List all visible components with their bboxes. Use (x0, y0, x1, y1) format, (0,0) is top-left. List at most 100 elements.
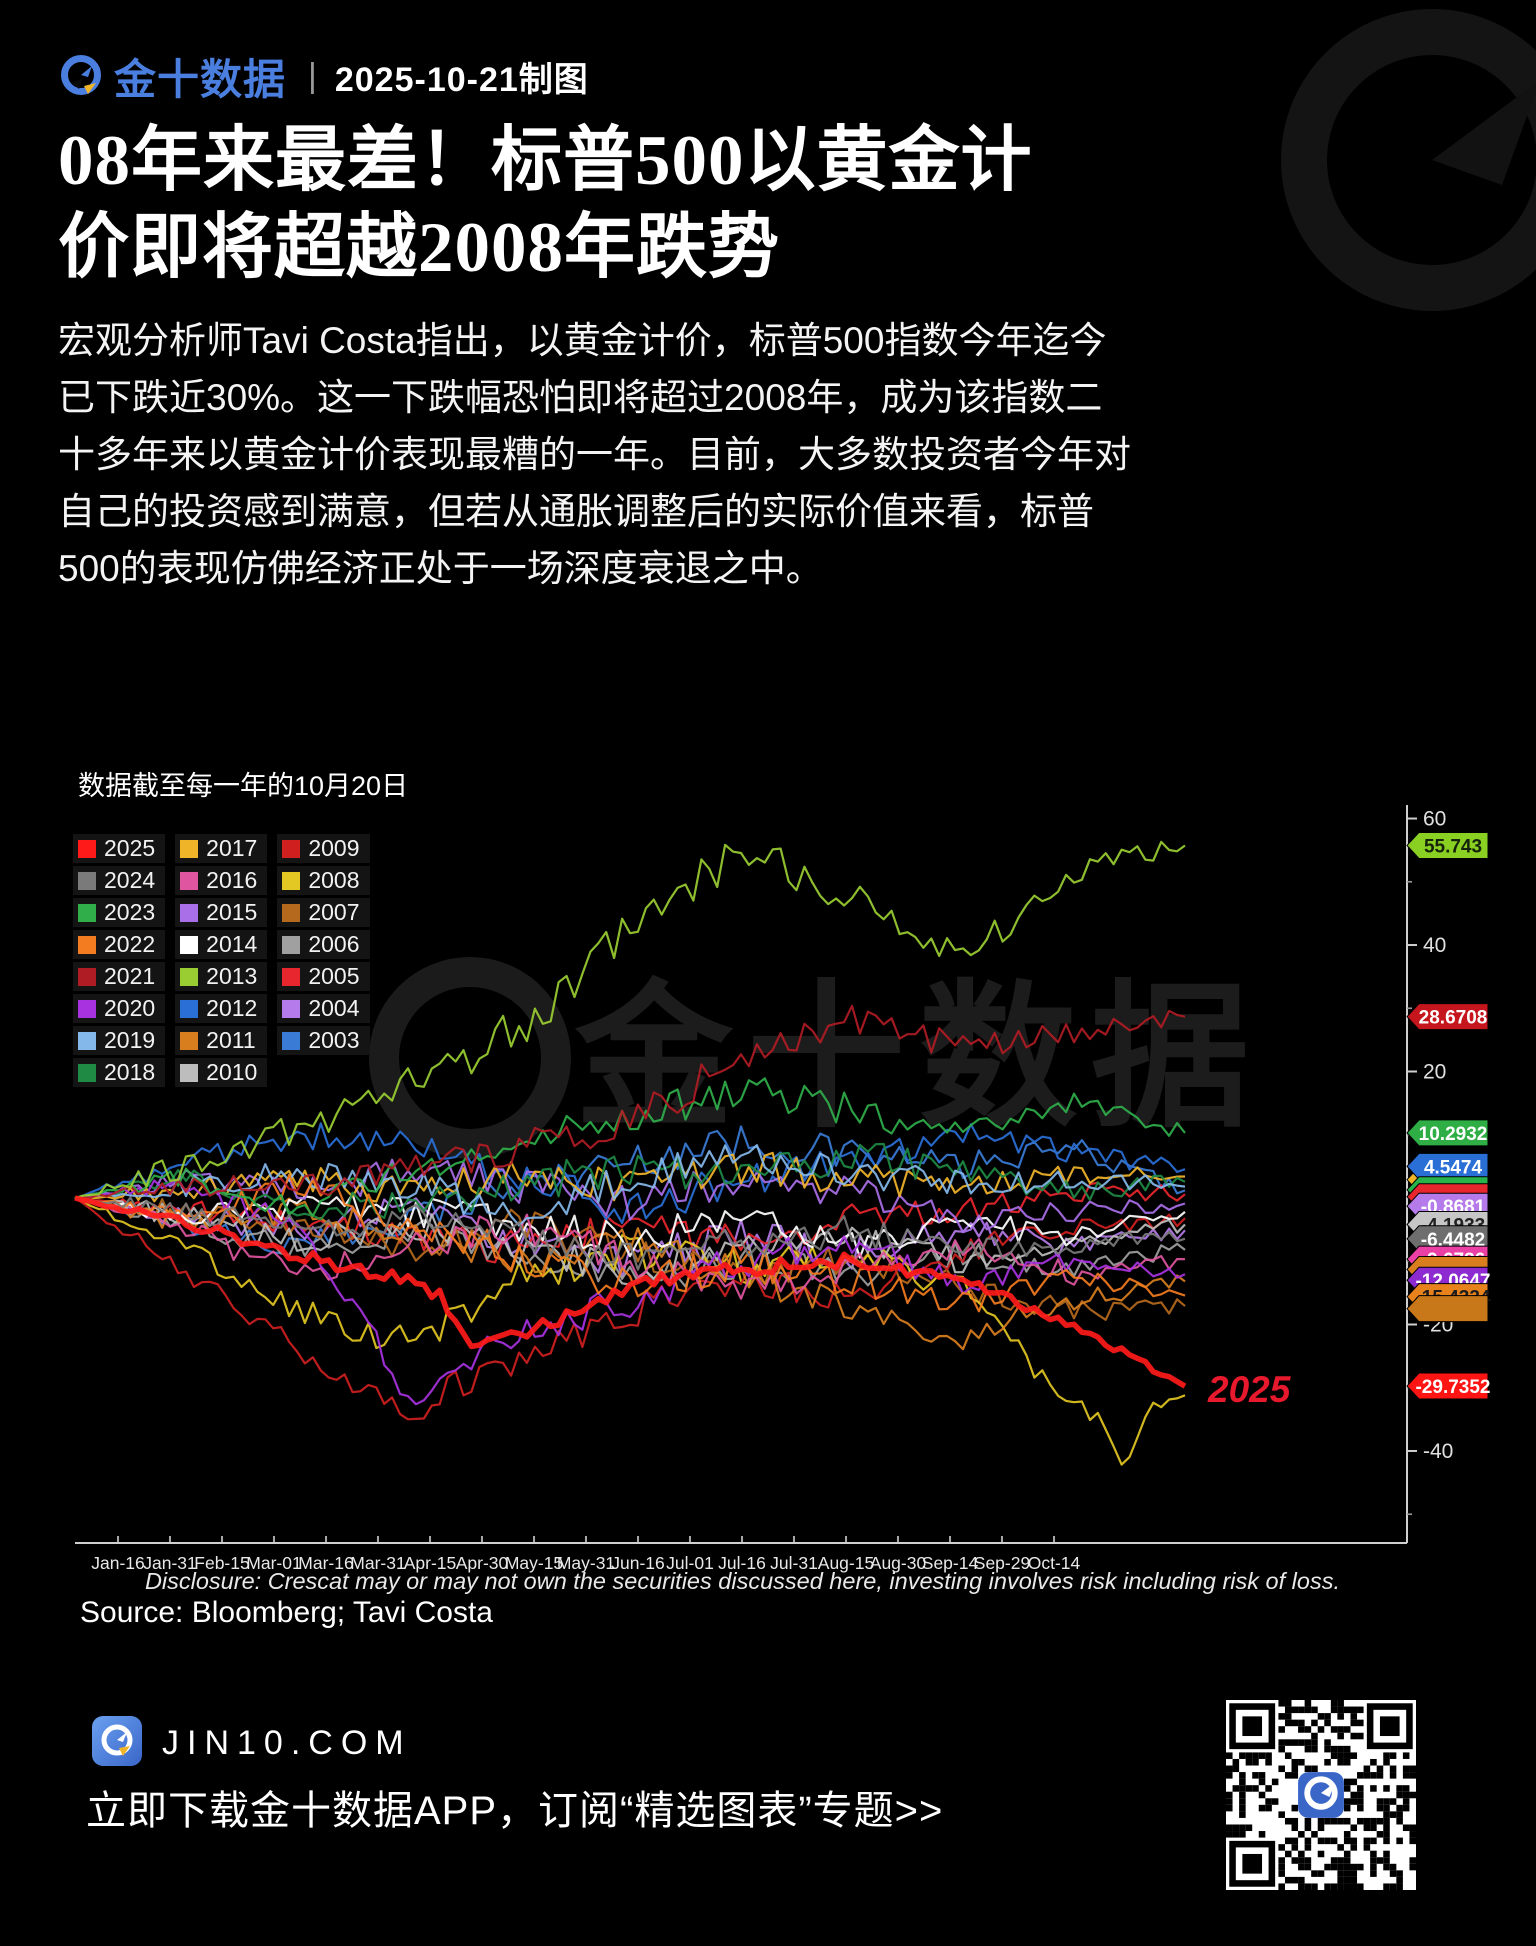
corner-watermark (1281, 9, 1536, 311)
legend-swatch (78, 903, 96, 922)
legend-swatch (282, 839, 301, 858)
end-badge-28.6708 (1406, 1003, 1489, 1031)
footer-cta[interactable]: 立即下载金十数据APP，订阅“精选图表”专题>> (86, 1789, 944, 1833)
end-badge-55.743 (1406, 831, 1489, 859)
legend-item-2011: 2011 (175, 1026, 268, 1055)
y-tick-label: 60 (1423, 808, 1446, 831)
x-tick-label: Jan-16 (91, 1553, 145, 1573)
series-line-2006 (74, 1196, 1186, 1288)
legend-item-2017: 2017 (175, 834, 268, 863)
legend-item-2015: 2015 (175, 898, 268, 927)
y-tick-label: -40 (1423, 1440, 1453, 1463)
x-tick-label: May-15 (505, 1553, 563, 1573)
legend-swatch (282, 935, 301, 954)
legend-swatch (78, 1031, 96, 1050)
legend-label: 2019 (104, 1027, 156, 1053)
legend-item-2007: 2007 (277, 898, 370, 927)
chart-legend: 2025 2024 2023 2022 2021 2020 2019 2018 2017 2016… (73, 834, 370, 1087)
legend-swatch (78, 839, 96, 858)
series-line-2009 (74, 1197, 1186, 1421)
end-badge-label: 55.743 (1424, 836, 1482, 857)
disclosure-text: Disclosure: Crescat may or may not own t… (144, 1568, 1340, 1594)
qr-code[interactable] (1226, 1700, 1416, 1890)
legend-label: 2011 (206, 1027, 256, 1053)
legend-swatch (180, 1063, 199, 1082)
series-line-2025 (74, 1195, 1187, 1389)
legend-item-2025: 2025 (73, 834, 166, 863)
end-badge--29.7352 (1406, 1372, 1489, 1400)
legend-label: 2008 (308, 867, 360, 893)
legend-label: 2009 (308, 835, 360, 861)
x-tick-label: Jul-31 (770, 1553, 818, 1573)
end-badge (1406, 1295, 1489, 1323)
footer-app-icon (92, 1716, 142, 1766)
legend-swatch (282, 903, 301, 922)
legend-item-2019: 2019 (73, 1026, 166, 1055)
article-paragraph: 宏观分析师Tavi Costa指出，以黄金计价，标普500指数今年迄今 已下跌近… (58, 312, 1498, 597)
legend-label: 2015 (206, 899, 258, 925)
end-badge-label: 28.6708 (1419, 1008, 1488, 1029)
center-watermark-icon (369, 957, 571, 1159)
x-tick-label: Mar-31 (350, 1553, 405, 1573)
legend-swatch (282, 871, 301, 890)
legend-label: 2025 (104, 835, 156, 861)
legend-label: 2004 (308, 995, 360, 1021)
end-badge-label: -29.7352 (1415, 1377, 1490, 1398)
legend-item-2009: 2009 (277, 834, 370, 863)
legend-swatch (180, 903, 199, 922)
series-line-2021 (74, 1004, 1186, 1200)
series-line-2015 (74, 1158, 1186, 1234)
line-chart: 金十数据604020-20-40Jan-16Jan-31Feb-15Mar-01… (74, 805, 1491, 1573)
legend-label: 2020 (104, 995, 156, 1021)
legend-item-2024: 2024 (73, 866, 166, 895)
legend-swatch (78, 871, 96, 890)
legend-swatch (78, 1063, 96, 1082)
header-date: 2025-10-21制图 (334, 60, 589, 99)
y-tick-label: 20 (1423, 1061, 1446, 1084)
x-tick-label: Jun-16 (611, 1553, 665, 1573)
legend-swatch (180, 1031, 199, 1050)
x-tick-label: Aug-15 (818, 1553, 874, 1573)
series-line-2018 (74, 1142, 1186, 1221)
legend-label: 2023 (104, 899, 156, 925)
paragraph-line: 十多年来以黄金计价表现最糟的一年。目前，大多数投资者今年对 (58, 434, 1131, 475)
paragraph-line: 已下跌近30%。这一下跌幅恐怕即将超过2008年，成为该指数二 (58, 377, 1103, 418)
page-title-line1: 08年来最差！标普500以黄金计 (58, 122, 1033, 200)
series-line-2016 (74, 1196, 1186, 1300)
brand-wordmark: 金十数据 (114, 55, 287, 103)
series-line-2022 (74, 1173, 1186, 1313)
legend-item-2021: 2021 (73, 962, 166, 991)
paragraph-line: 宏观分析师Tavi Costa指出，以黄金计价，标普500指数今年迄今 (58, 320, 1107, 361)
series-line-2008 (74, 1197, 1186, 1466)
jin10-logo-icon (61, 55, 101, 95)
series-line-2019 (74, 1144, 1186, 1227)
x-tick-label: Apr-30 (456, 1553, 509, 1573)
legend-label: 2013 (206, 963, 258, 989)
header-divider: | (308, 56, 317, 95)
legend-swatch (78, 967, 96, 986)
legend-item-2016: 2016 (175, 866, 268, 895)
legend-swatch (282, 999, 301, 1018)
series-line-2012 (74, 1122, 1186, 1225)
legend-item-2008: 2008 (277, 866, 370, 895)
legend-swatch (180, 935, 199, 954)
legend-label: 2007 (308, 899, 360, 925)
end-badge-label: -6.4482 (1421, 1230, 1485, 1251)
legend-label: 2006 (308, 931, 360, 957)
x-tick-label: Aug-30 (870, 1553, 927, 1573)
legend-item-2003: 2003 (277, 1026, 370, 1055)
legend-item-2012: 2012 (175, 994, 268, 1023)
annotation-2025: 2025 (1207, 1369, 1292, 1410)
series-line-2024 (74, 1196, 1186, 1271)
series-line-2013 (74, 840, 1186, 1200)
legend-swatch (282, 1031, 301, 1050)
header: 金十数据 | 2025-10-21制图 (58, 48, 589, 104)
end-badge-10.2932 (1406, 1119, 1489, 1147)
legend-swatch (180, 871, 199, 890)
x-tick-label: Jan-31 (143, 1553, 197, 1573)
end-badge-label: 4.5474 (1424, 1157, 1483, 1178)
legend-label: 2010 (206, 1059, 258, 1085)
series-line-2014 (74, 1193, 1186, 1259)
legend-item-2023: 2023 (73, 898, 166, 927)
y-tick-label: 40 (1423, 934, 1446, 957)
